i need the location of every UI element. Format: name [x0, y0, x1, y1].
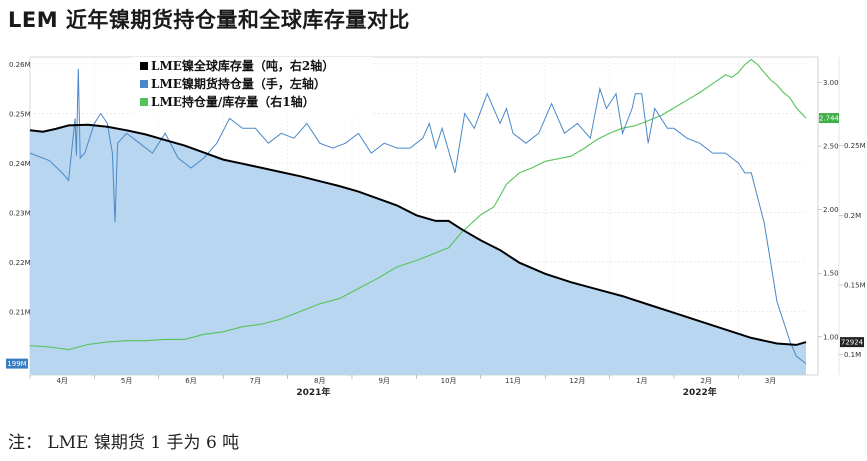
x-tick-label: 2月 [700, 377, 711, 385]
last-value-labels: 199M 2.744 72924 [6, 113, 864, 369]
left-tick-label: 0.23M [9, 210, 31, 218]
legend-label: LME持仓量/库存量（右1轴） [151, 94, 315, 109]
year-labels: 2021年 2022年 [296, 386, 716, 398]
x-tick-label: 7月 [250, 377, 261, 385]
stock-area-fill [30, 124, 806, 375]
right1-tick-label: 2.50 [823, 143, 839, 151]
year-label: 2021年 [296, 386, 330, 398]
right2-axis-ticks: 0.1M 0.15M 0.2M 0.25M [839, 142, 866, 359]
footnote: 注： LME 镍期货 1 手为 6 吨 [8, 433, 240, 453]
x-tick-label: 11月 [505, 377, 521, 385]
right2-value-text: 72924 [841, 339, 864, 347]
legend-label: LME镍全球库存量（吨，右2轴） [151, 58, 334, 73]
right1-tick-label: 2.00 [823, 206, 839, 214]
legend-label: LME镍期货持仓量（手，左轴） [151, 76, 326, 91]
right1-tick-label: 3.00 [823, 79, 839, 87]
right2-value-box [840, 337, 864, 348]
right2-tick-label: 0.1M [844, 351, 861, 359]
legend-swatch [140, 98, 148, 106]
right1-value-text: 2.744 [819, 115, 840, 123]
right1-axis-ticks: 1.00 1.50 2.00 2.50 3.00 [818, 79, 839, 341]
legend-swatch [140, 62, 148, 70]
legend-swatch [140, 80, 148, 88]
stock-line [29, 123, 807, 346]
x-tick-label: 3月 [765, 377, 776, 385]
right1-value-box [819, 113, 839, 124]
right1-tick-label: 1.00 [823, 333, 839, 341]
x-tick-label: 4月 [56, 377, 67, 385]
left-value-box [6, 358, 28, 369]
open-interest-line [29, 68, 807, 364]
legend-background [132, 57, 372, 115]
right2-tick-label: 0.15M [844, 281, 866, 289]
x-tick-label: 6月 [185, 377, 196, 385]
chart-title: LEM 近年镍期货持仓量和全球库存量对比 [8, 8, 410, 32]
right2-tick-label: 0.25M [844, 142, 866, 150]
x-axis-ticks: 4月 5月 6月 7月 8月 9月 10月 11月 12月 1月 2月 3月 [29, 375, 776, 385]
left-tick-label: 0.22M [9, 259, 31, 267]
ratio-line [29, 58, 807, 351]
x-tick-label: 8月 [314, 377, 325, 385]
x-tick-label: 1月 [636, 377, 647, 385]
right2-tick-label: 0.2M [844, 212, 861, 220]
right1-tick-label: 1.50 [823, 270, 839, 278]
left-tick-label: 0.24M [9, 160, 31, 168]
left-tick-label: 0.21M [9, 309, 31, 317]
left-value-text: 199M [7, 360, 26, 368]
x-tick-label: 12月 [569, 377, 585, 385]
legend: LME镍全球库存量（吨，右2轴） LME镍期货持仓量（手，左轴） LME持仓量/库存… [132, 57, 372, 115]
left-tick-label: 0.26M [9, 61, 31, 69]
x-tick-label: 9月 [378, 377, 389, 385]
x-tick-label: 5月 [121, 377, 132, 385]
left-tick-label: 0.25M [9, 110, 31, 118]
x-tick-label: 10月 [441, 377, 457, 385]
year-label: 2022年 [683, 386, 717, 398]
